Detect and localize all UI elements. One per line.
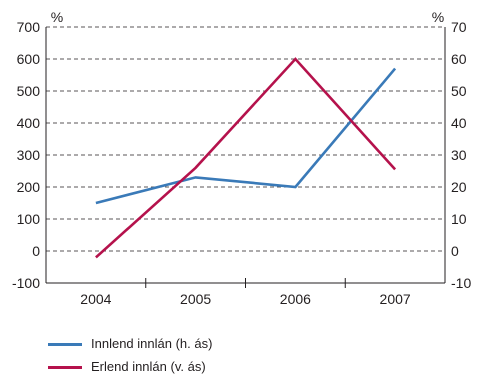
- right-tick-label: -10: [451, 275, 471, 291]
- gridlines: [46, 27, 445, 251]
- left-tick-label: 0: [32, 243, 40, 259]
- right-axis-ticks: -10 0 10 20 30 40 50 60 70: [451, 19, 471, 291]
- right-tick-label: 30: [451, 147, 467, 163]
- right-tick-label: 0: [451, 243, 459, 259]
- left-tick-label: 700: [17, 19, 41, 35]
- legend-swatch-innlend: [48, 343, 82, 346]
- series-line-1: [96, 59, 395, 257]
- left-tick-label: 200: [17, 179, 41, 195]
- left-axis-ticks: -100 0 100 200 300 400 500 600 700: [12, 19, 40, 291]
- x-tick-label: 2004: [80, 291, 111, 307]
- left-tick-label: -100: [12, 275, 40, 291]
- right-tick-label: 20: [451, 179, 467, 195]
- right-tick-label: 10: [451, 211, 467, 227]
- right-tick-label: 40: [451, 115, 467, 131]
- left-tick-label: 600: [17, 51, 41, 67]
- left-tick-label: 400: [17, 115, 41, 131]
- x-axis-ticks: 2004 2005 2006 2007: [80, 278, 411, 307]
- left-axis-unit: %: [51, 9, 63, 25]
- left-tick-label: 300: [17, 147, 41, 163]
- x-tick-label: 2007: [380, 291, 411, 307]
- series-lines: [96, 59, 395, 258]
- x-tick-label: 2005: [180, 291, 211, 307]
- legend-label-innlend: Innlend innlán (h. ás): [91, 335, 212, 353]
- left-tick-label: 500: [17, 83, 41, 99]
- right-tick-label: 70: [451, 19, 467, 35]
- right-tick-label: 50: [451, 83, 467, 99]
- left-tick-label: 100: [17, 211, 41, 227]
- right-axis-unit: %: [432, 9, 444, 25]
- x-tick-label: 2006: [280, 291, 311, 307]
- series-line-0: [96, 69, 395, 203]
- legend-swatch-erlend: [48, 366, 82, 369]
- legend-label-erlend: Erlend innlán (v. ás): [91, 358, 206, 376]
- right-tick-label: 60: [451, 51, 467, 67]
